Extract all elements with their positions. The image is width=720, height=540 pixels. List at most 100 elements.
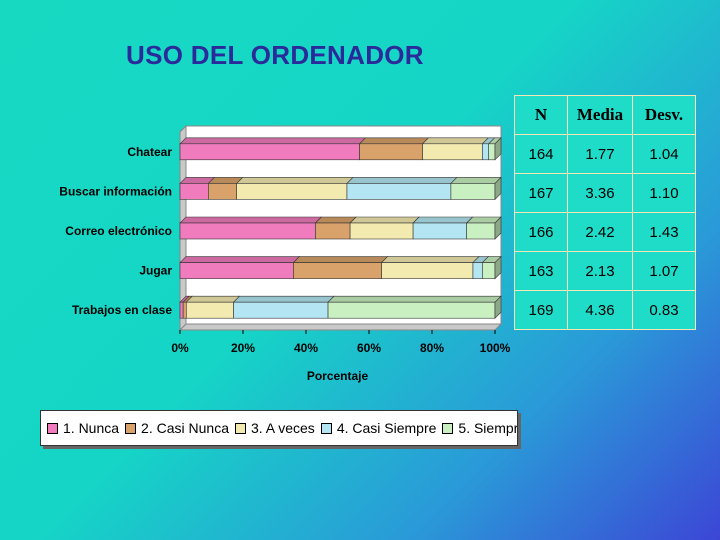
legend-label: 4. Casi Siempre [336,420,437,436]
cell-desv: 1.07 [632,251,696,291]
bar-segment [349,222,414,240]
legend-swatch [442,422,454,434]
chart-legend: 1. Nunca 2. Casi Nunca 3. A veces 4. Cas… [40,410,518,446]
bar-segment-top [179,216,323,224]
bar-segment-top [380,256,480,263]
bar-segment-top [179,256,301,263]
bar-segment [327,301,496,319]
bar-segment [422,143,483,161]
plot-floor [178,323,503,331]
cell-media: 2.42 [567,212,633,252]
stats-table: N Media Desv. 164 1.77 1.04 167 3.36 1.1… [514,95,696,330]
x-tick-label: 0% [171,341,189,355]
legend-swatch [47,422,58,434]
bar-segment-end [494,137,502,161]
header-desv: Desv. [632,95,696,135]
bar-segment-top [327,295,502,303]
stats-row: 169 4.36 0.83 [514,290,696,330]
legend-label: 5. Siempre [458,420,518,436]
category-label: Chatear [127,145,172,159]
legend-item: 2. Casi Nunca [125,420,229,436]
cell-n: 163 [514,251,568,291]
legend-label: 1. Nunca [63,420,120,436]
legend-item: 5. Siempre [442,420,518,436]
bar-segment [179,301,184,319]
bar-segment-top [292,256,389,263]
x-tick-label: 80% [420,341,444,355]
legend-swatch [234,422,246,434]
bar-segment [482,262,496,279]
bar-segment-top [314,216,357,224]
cell-media: 1.77 [567,134,633,174]
bar-segment-top [349,216,420,224]
x-tick-label: 40% [294,341,318,355]
stats-row: 166 2.42 1.43 [514,212,696,252]
bar-segment-end [494,255,502,280]
stats-header-row: N Media Desv. [514,95,696,135]
legend-item: 1. Nunca [47,420,119,436]
bar-segment-top [412,216,474,224]
cell-n: 169 [514,290,568,330]
x-tick-label: 100% [480,341,511,355]
bar-segment-top [421,137,490,145]
slide-title: USO DEL ORDENADOR [126,40,424,70]
stats-row: 167 3.36 1.10 [514,173,696,213]
legend-item: 4. Casi Siempre [320,420,437,436]
bar-segment [182,301,187,319]
category-label: Correo electrónico [65,224,172,238]
cell-media: 3.36 [567,173,633,213]
bar-segment [236,183,348,200]
x-axis-title: Porcentaje [307,369,369,383]
bar-segment-top [450,177,502,184]
cell-desv: 1.04 [632,134,696,174]
cell-media: 2.13 [567,251,633,291]
x-tick-label: 20% [231,341,255,355]
x-tick-label: 60% [357,341,381,355]
bar-segment-end [494,295,502,319]
legend-label: 2. Casi Nunca [141,420,229,436]
cell-n: 164 [514,134,568,174]
stats-row: 163 2.13 1.07 [514,251,696,291]
category-label: Jugar [139,264,172,278]
bar-segment [450,183,496,200]
bar-segment [346,183,452,200]
bar-segment-end [494,216,502,240]
cell-desv: 1.43 [632,212,696,252]
bar-segment [472,262,483,279]
bar-segment-end [494,176,502,201]
cell-n: 167 [514,173,568,213]
bar-segment [315,222,351,240]
cell-media: 4.36 [567,290,633,330]
bar-segment [466,222,496,240]
bar-segment [179,222,316,240]
bar-segment [482,143,489,161]
bar-segment-top [235,177,354,184]
cell-desv: 0.83 [632,290,696,330]
bar-segment [179,143,360,161]
legend-label: 3. A veces [250,420,315,436]
legend-swatch [125,422,137,434]
bar-segment-top [358,137,430,145]
header-media: Media [567,95,633,135]
header-n: N [514,95,568,135]
bar-segment [208,183,238,200]
category-label: Buscar información [59,184,172,198]
bar-segment [488,143,496,161]
bar-segment-top [179,137,367,145]
bar-segment [359,143,423,161]
cell-desv: 1.10 [632,173,696,213]
bar-segment [233,301,329,319]
category-label: Trabajos en clase [72,303,172,317]
bar-segment [293,262,382,279]
bar-segment [412,222,467,240]
bar-segment [179,262,294,279]
legend-item: 3. A veces [234,420,315,436]
bar-segment [381,262,474,279]
bar-segment [179,183,209,200]
legend-swatch [320,422,332,434]
bar-segment-top [232,295,335,303]
bar-segment [186,301,234,319]
bar-segment-top [346,177,458,184]
stats-row: 164 1.77 1.04 [514,134,696,174]
